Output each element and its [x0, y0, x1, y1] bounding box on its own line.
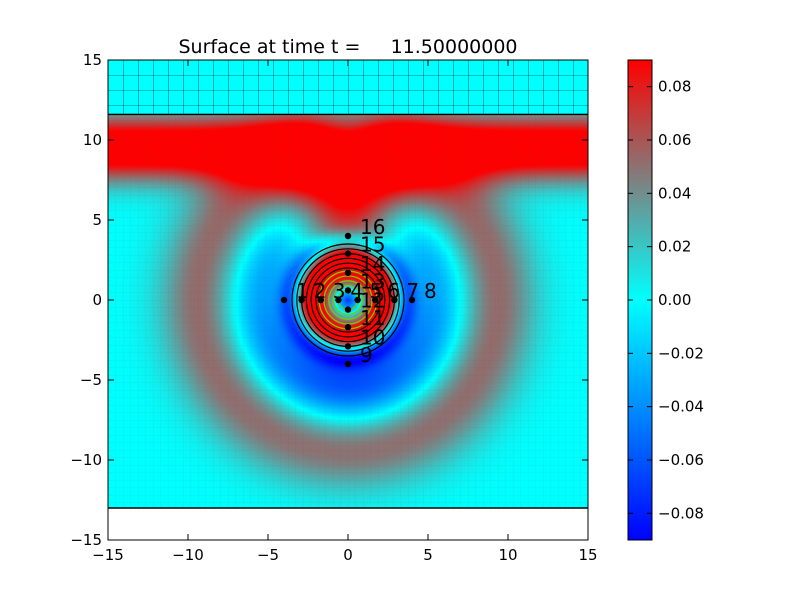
gauge-marker	[344, 360, 352, 368]
gauge-marker	[344, 232, 352, 240]
x-axis: −15 −10 −5 0 5 10 15	[92, 60, 598, 564]
y-tick-label: 10	[83, 131, 102, 149]
gauge-label: 4	[350, 279, 363, 303]
y-tick-label: 0	[92, 291, 102, 309]
gauge-label: 16	[360, 215, 385, 239]
gauge-marker	[344, 343, 352, 350]
gauge-label: 7	[406, 279, 419, 303]
colorbar-tick-label: 0.04	[658, 184, 691, 202]
gauge-marker	[372, 296, 379, 304]
colorbar: 0.08 0.06 0.04 0.02 0.00 −0.02 −0.04 −0.06 −0.08	[627, 59, 704, 541]
colorbar-tick-label: −0.06	[658, 451, 704, 469]
contour-outer	[305, 257, 391, 343]
y-tick-label: −10	[70, 451, 102, 469]
x-tick-label: 10	[498, 546, 517, 564]
x-tick-label: 5	[423, 546, 433, 564]
y-tick-label: 5	[92, 211, 102, 229]
chart-title: Surface at time t = 11.50000000	[178, 36, 517, 58]
gauge-label: 8	[424, 279, 437, 303]
contour-inner	[323, 275, 373, 325]
gauge-label: 1	[296, 279, 309, 303]
gauge-marker	[408, 296, 416, 304]
gauge-label: 15	[360, 233, 385, 257]
gauge-marker	[317, 296, 324, 304]
y-tick-label: −5	[80, 371, 102, 389]
colorbar-tick-label: 0.02	[658, 238, 691, 256]
x-tick-label: −5	[257, 546, 279, 564]
colorbar-ticks: 0.08 0.06 0.04 0.02 0.00 −0.02 −0.04 −0.06 −0.08	[628, 78, 704, 522]
gauge-label: 5	[370, 279, 383, 303]
gauge-marker	[344, 250, 352, 257]
mesh-grid-coarse	[108, 60, 588, 115]
gauge-marker	[344, 269, 352, 276]
x-tick-label: 15	[578, 546, 597, 564]
gauge-label: 10	[360, 325, 385, 349]
gauge-marker	[354, 296, 361, 304]
gauge-label: 12	[360, 289, 385, 313]
gauge-label: 3	[333, 279, 346, 303]
gauge-label: 14	[360, 252, 385, 276]
colorbar-tick-label: 0.08	[658, 78, 691, 96]
colorbar-tick-label: −0.02	[658, 344, 704, 362]
gauge-marker	[391, 296, 398, 304]
colorbar-tick-label: 0.06	[658, 131, 691, 149]
gauge-label: 6	[387, 279, 400, 303]
gauge-marker	[344, 287, 352, 294]
y-tick-label: −15	[70, 531, 102, 549]
gauge-label: 13	[360, 269, 385, 293]
colorbar-tick-label: 0.00	[658, 291, 691, 309]
contour-inner	[328, 280, 368, 320]
contour-outer	[315, 267, 381, 333]
colorbar-tick-label: −0.08	[658, 504, 704, 522]
x-tick-label: 0	[343, 546, 353, 564]
gauge-marker	[344, 324, 352, 331]
gauge-marker	[298, 296, 305, 304]
x-tick-label: −10	[172, 546, 204, 564]
gauge-marker	[344, 306, 352, 313]
x-tick-label: −15	[92, 546, 124, 564]
gauge-marker	[280, 296, 288, 304]
contour-outer	[296, 248, 400, 352]
colorbar-tick-label: −0.04	[658, 398, 704, 416]
contour-outer	[291, 243, 405, 357]
gauge-label: 2	[314, 279, 327, 303]
gauge-label: 11	[360, 306, 385, 330]
y-tick-label: 15	[83, 51, 102, 69]
contour-inner	[332, 284, 364, 316]
gauge-marker	[335, 296, 342, 304]
contour-outer	[310, 262, 386, 338]
gauge-label: 9	[360, 343, 373, 367]
